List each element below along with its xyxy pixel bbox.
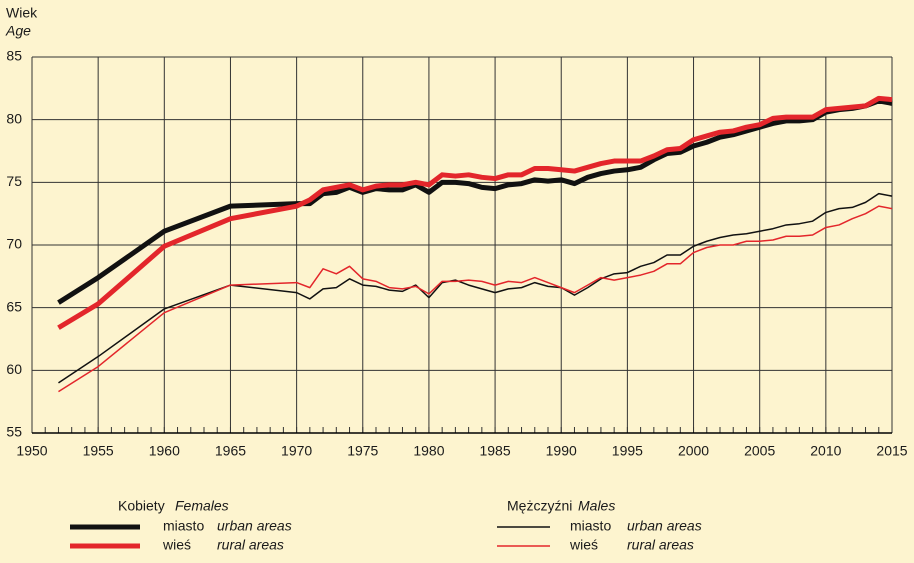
x-tick-label: 1995: [612, 443, 643, 459]
series-line: [57, 98, 893, 305]
x-tick-label: 1950: [16, 443, 47, 459]
series-line: [58, 192, 893, 384]
x-tick-label: 2010: [810, 443, 841, 459]
legend-group-title-en: Females: [175, 498, 229, 514]
y-tick-label: 60: [6, 361, 22, 377]
y-tick-label: 80: [6, 110, 22, 126]
y-tick-label: 75: [6, 173, 22, 189]
legend-label-en: urban areas: [627, 518, 702, 534]
legend-label: miasto: [163, 518, 204, 534]
x-tick-label: 2000: [678, 443, 709, 459]
legend-label: miasto: [570, 518, 611, 534]
y-tick-label: 65: [6, 298, 22, 314]
legend-label: wieś: [569, 537, 598, 553]
series-line: [58, 205, 893, 393]
series-line: [57, 95, 893, 330]
x-tick-label: 2015: [876, 443, 907, 459]
x-tick-label: 1985: [479, 443, 510, 459]
y-axis-label: Wiek: [6, 5, 38, 21]
x-tick-label: 1990: [546, 443, 577, 459]
x-tick-label: 1960: [149, 443, 180, 459]
legend-group-title: Kobiety: [118, 498, 165, 514]
y-tick-label: 85: [6, 48, 22, 64]
y-axis-label-en: Age: [5, 23, 31, 39]
x-tick-label: 1970: [281, 443, 312, 459]
legend-label-en: rural areas: [627, 537, 694, 553]
y-tick-label: 70: [6, 236, 22, 252]
legend-group-title: Mężczyźni: [507, 498, 572, 514]
legend-label: wieś: [162, 537, 191, 553]
legend-group-title-en: Males: [578, 498, 615, 514]
x-tick-label: 1955: [83, 443, 114, 459]
x-tick-label: 1965: [215, 443, 246, 459]
legend-label-en: urban areas: [217, 518, 292, 534]
x-tick-label: 1980: [413, 443, 444, 459]
y-tick-label: 55: [6, 424, 22, 440]
x-tick-label: 2005: [744, 443, 775, 459]
legend-label-en: rural areas: [217, 537, 284, 553]
x-tick-label: 1975: [347, 443, 378, 459]
